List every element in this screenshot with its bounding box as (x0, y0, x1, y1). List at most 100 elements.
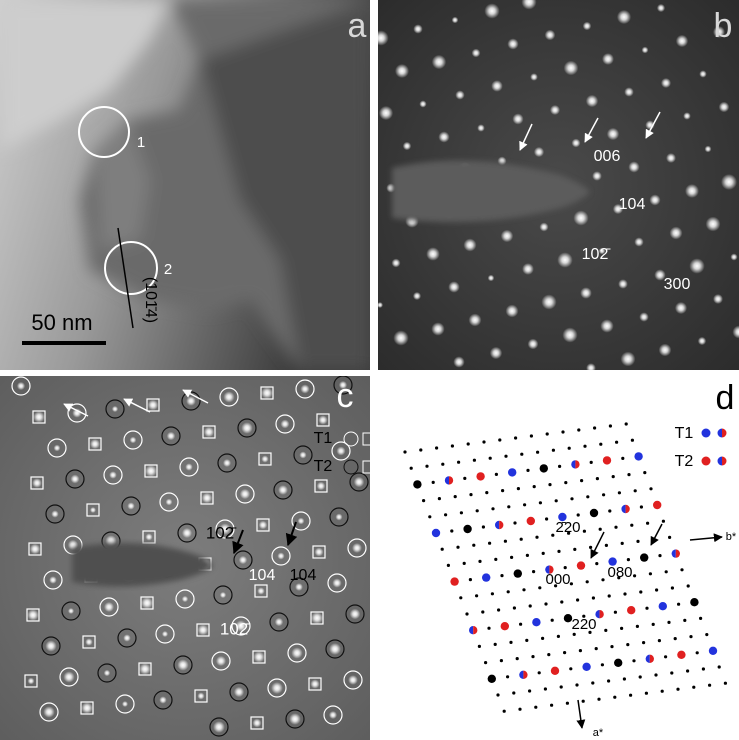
lattice-dot (664, 655, 667, 658)
lattice-dot (645, 692, 648, 695)
diffraction-spot (223, 459, 231, 467)
lattice-dot (612, 475, 615, 478)
lattice-dot (512, 691, 515, 694)
dot-black (690, 598, 698, 606)
diffraction-spot (699, 70, 706, 77)
annotation: 50 nm (31, 310, 92, 335)
dot-black (540, 464, 548, 472)
lattice-dot (610, 645, 613, 648)
lattice-dot (482, 525, 485, 528)
diffraction-spot (329, 711, 337, 719)
lattice-dot (573, 633, 576, 636)
lattice-dot (533, 485, 536, 488)
annotation: T2 (675, 453, 694, 470)
annotation: 104 (249, 567, 276, 584)
lattice-dot (589, 546, 592, 549)
diffraction-spot (318, 415, 327, 424)
lattice-dot (476, 509, 479, 512)
lattice-dot (473, 459, 476, 462)
annotation: a* (593, 727, 604, 739)
lattice-dot (708, 684, 711, 687)
lattice-dot (676, 688, 679, 691)
diffraction-spot (130, 437, 137, 444)
lattice-dot (670, 671, 673, 674)
lattice-dot (513, 606, 516, 609)
diffraction-spot (329, 643, 341, 655)
diffraction-spot (336, 514, 343, 521)
diffraction-spot (373, 30, 388, 45)
diffraction-spot (573, 210, 588, 225)
lattice-dot (503, 710, 506, 713)
dot-red (450, 577, 458, 585)
diffraction-spot (162, 631, 168, 637)
lattice-dot (608, 509, 611, 512)
lattice-dot (591, 681, 594, 684)
lattice-dot (599, 528, 602, 531)
lattice-dot (621, 457, 624, 460)
annotation: 102̄ (220, 619, 251, 638)
lattice-dot (564, 566, 567, 569)
lattice-dot (494, 558, 497, 561)
diffraction-spot (676, 35, 688, 47)
lattice-dot (570, 497, 573, 500)
lattice-dot (627, 558, 630, 561)
lattice-dot (438, 497, 441, 500)
diffraction-spot (90, 439, 100, 449)
dot-blue (634, 452, 642, 460)
diffraction-spot (393, 330, 408, 345)
diffraction-spot (33, 411, 44, 422)
lattice-dot (441, 463, 444, 466)
lattice-dot (501, 489, 504, 492)
lattice-dot (687, 584, 690, 587)
lattice-dot (575, 683, 578, 686)
lattice-dot (699, 617, 702, 620)
lattice-dot (683, 619, 686, 622)
lattice-dot (623, 677, 626, 680)
lattice-dot (640, 505, 643, 508)
diffraction-spot (281, 420, 290, 429)
lattice-dot (674, 637, 677, 640)
diffraction-spot (234, 687, 244, 697)
annotation: 102̄ (582, 246, 612, 263)
lattice-dot (577, 513, 580, 516)
diffraction-spot (167, 432, 176, 441)
lattice-dot (573, 548, 576, 551)
lattice-dot (634, 489, 637, 492)
lattice-dot (560, 600, 563, 603)
lattice-dot (629, 694, 632, 697)
dot-blue (659, 602, 667, 610)
lattice-dot (487, 627, 490, 630)
annotation: 006 (594, 148, 621, 165)
lattice-dot (456, 546, 459, 549)
lattice-dot (536, 451, 539, 454)
lattice-dot (528, 689, 531, 692)
lattice-dot (478, 560, 481, 563)
diffraction-spot (127, 502, 134, 509)
diffraction-spot (185, 463, 192, 470)
diffraction-spot (148, 400, 159, 411)
diffraction-spot (332, 578, 341, 587)
diffraction-spot (562, 327, 577, 342)
lattice-dot (689, 635, 692, 638)
lattice-dot (478, 645, 481, 648)
diffraction-spot (112, 406, 118, 412)
diffraction-spot (379, 106, 393, 120)
lattice-dot (649, 487, 652, 490)
diffraction-spot (534, 147, 544, 157)
diffraction-spot (530, 73, 538, 81)
lattice-dot (563, 651, 566, 654)
lattice-dot (538, 586, 541, 589)
diffraction-spot (683, 112, 691, 120)
lattice-dot (557, 550, 560, 553)
lattice-dot (444, 513, 447, 516)
diffraction-spot (624, 87, 634, 97)
annotation: 220 (571, 616, 596, 633)
lattice-dot (548, 483, 551, 486)
lattice-dot (645, 607, 648, 610)
lattice-dot (526, 554, 529, 557)
diffraction-spot (453, 356, 464, 367)
dot-blue (482, 573, 490, 581)
diffraction-spot (634, 237, 643, 246)
annotation: 104 (290, 567, 317, 584)
lattice-dot (504, 455, 507, 458)
